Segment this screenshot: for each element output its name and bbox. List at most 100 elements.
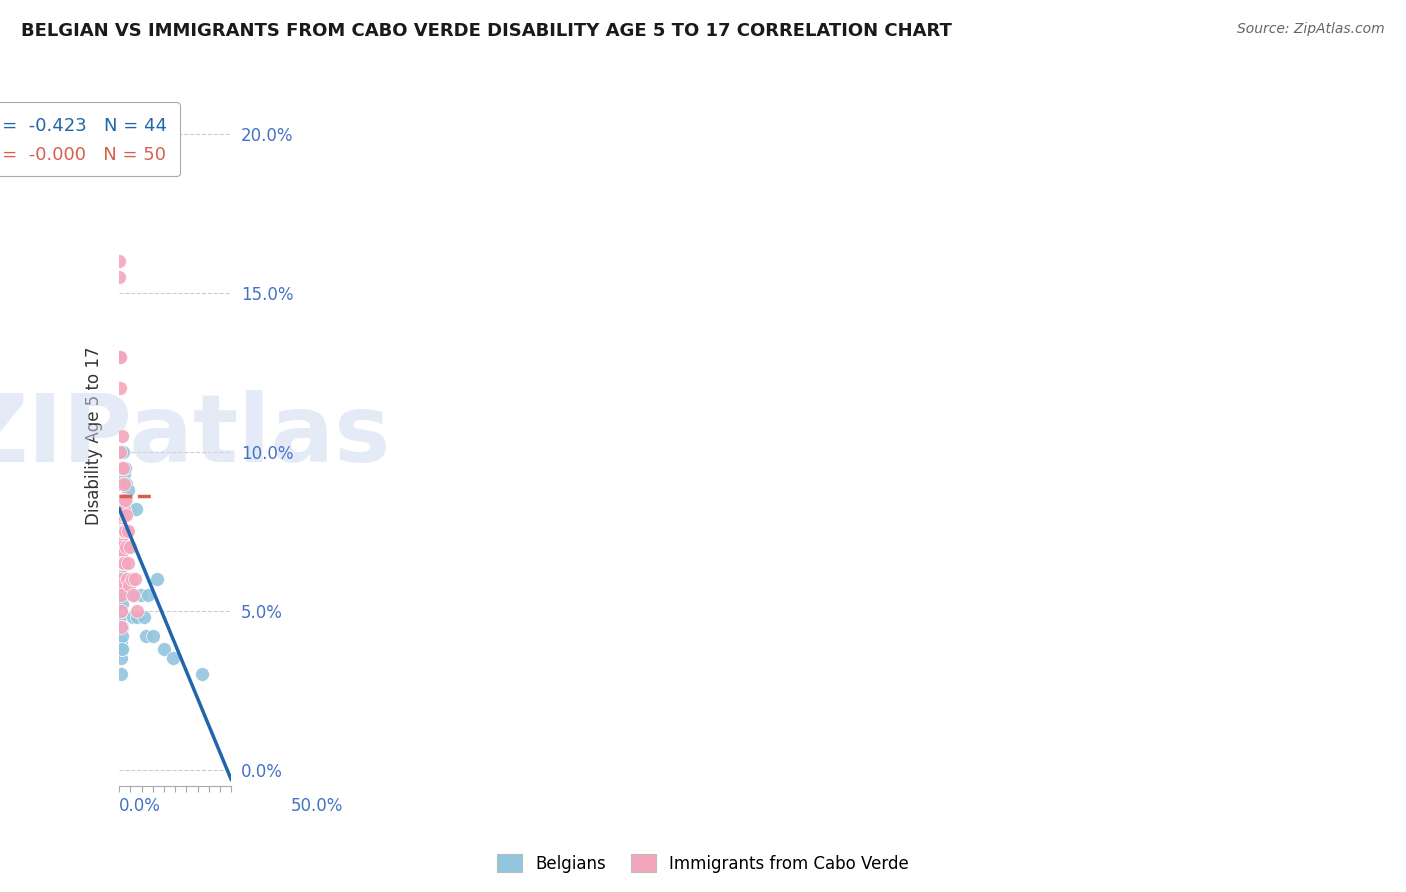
Text: BELGIAN VS IMMIGRANTS FROM CABO VERDE DISABILITY AGE 5 TO 17 CORRELATION CHART: BELGIAN VS IMMIGRANTS FROM CABO VERDE DI… bbox=[21, 22, 952, 40]
Point bbox=[108, 270, 131, 285]
Point bbox=[112, 502, 135, 516]
Point bbox=[120, 540, 142, 554]
Point bbox=[135, 629, 157, 643]
Point bbox=[112, 556, 135, 570]
Point bbox=[108, 381, 131, 395]
Point bbox=[115, 476, 138, 491]
Point bbox=[111, 572, 134, 586]
Point bbox=[162, 651, 184, 665]
Point bbox=[110, 635, 132, 649]
Point bbox=[112, 476, 135, 491]
Point bbox=[111, 508, 134, 523]
Point bbox=[146, 572, 169, 586]
Point bbox=[114, 524, 136, 539]
Point bbox=[108, 547, 131, 561]
Point bbox=[111, 629, 134, 643]
Point bbox=[108, 460, 131, 475]
Point bbox=[108, 350, 131, 364]
Point bbox=[118, 572, 141, 586]
Point bbox=[124, 572, 146, 586]
Point bbox=[121, 572, 143, 586]
Point bbox=[111, 641, 134, 656]
Point bbox=[108, 492, 131, 507]
Legend: Belgians, Immigrants from Cabo Verde: Belgians, Immigrants from Cabo Verde bbox=[491, 847, 915, 880]
Point bbox=[108, 524, 131, 539]
Point bbox=[110, 620, 132, 634]
Point bbox=[110, 547, 132, 561]
Point bbox=[110, 604, 132, 618]
Point bbox=[111, 524, 134, 539]
Point bbox=[112, 524, 135, 539]
Point bbox=[114, 460, 136, 475]
Point bbox=[122, 149, 145, 163]
Point bbox=[110, 540, 132, 554]
Point bbox=[111, 492, 134, 507]
Point bbox=[111, 641, 134, 656]
Point bbox=[153, 641, 176, 656]
Point bbox=[108, 572, 131, 586]
Point bbox=[118, 578, 141, 592]
Point bbox=[138, 588, 160, 602]
Point bbox=[127, 604, 149, 618]
Point bbox=[111, 492, 134, 507]
Point bbox=[110, 515, 132, 529]
Point bbox=[108, 350, 131, 364]
Point bbox=[110, 524, 132, 539]
Point bbox=[114, 492, 136, 507]
Text: 50.0%: 50.0% bbox=[291, 797, 343, 814]
Point bbox=[108, 562, 131, 576]
Point bbox=[110, 556, 132, 570]
Point bbox=[111, 460, 134, 475]
Point bbox=[110, 620, 132, 634]
Point bbox=[115, 508, 138, 523]
Point bbox=[108, 445, 131, 459]
Point bbox=[110, 667, 132, 681]
Point bbox=[111, 598, 134, 612]
Point bbox=[132, 610, 155, 624]
Point bbox=[110, 578, 132, 592]
Point bbox=[112, 556, 135, 570]
Text: Source: ZipAtlas.com: Source: ZipAtlas.com bbox=[1237, 22, 1385, 37]
Point bbox=[117, 524, 139, 539]
Text: ZIPatlas: ZIPatlas bbox=[0, 390, 391, 482]
Text: 0.0%: 0.0% bbox=[120, 797, 162, 814]
Point bbox=[110, 651, 132, 665]
Point bbox=[191, 667, 214, 681]
Point bbox=[117, 483, 139, 497]
Point bbox=[121, 588, 143, 602]
Point bbox=[110, 588, 132, 602]
Point bbox=[121, 588, 143, 602]
Point bbox=[110, 572, 132, 586]
Point bbox=[110, 531, 132, 545]
Point bbox=[125, 502, 148, 516]
Point bbox=[112, 524, 135, 539]
Point bbox=[111, 556, 134, 570]
Point bbox=[115, 524, 138, 539]
Point bbox=[110, 556, 132, 570]
Point bbox=[115, 572, 138, 586]
Point bbox=[110, 540, 132, 554]
Legend: R =  -0.423   N = 44, R =  -0.000   N = 50: R = -0.423 N = 44, R = -0.000 N = 50 bbox=[0, 103, 180, 177]
Point bbox=[127, 610, 149, 624]
Point bbox=[112, 467, 135, 482]
Point bbox=[108, 508, 131, 523]
Point bbox=[110, 610, 132, 624]
Point bbox=[110, 429, 132, 443]
Y-axis label: Disability Age 5 to 17: Disability Age 5 to 17 bbox=[86, 347, 103, 525]
Point bbox=[110, 578, 132, 592]
Point bbox=[108, 502, 131, 516]
Point bbox=[112, 445, 135, 459]
Point bbox=[121, 610, 143, 624]
Point bbox=[142, 629, 165, 643]
Point bbox=[117, 556, 139, 570]
Point bbox=[108, 476, 131, 491]
Point bbox=[110, 531, 132, 545]
Point bbox=[115, 540, 138, 554]
Point bbox=[110, 460, 132, 475]
Point bbox=[111, 556, 134, 570]
Point bbox=[110, 604, 132, 618]
Point bbox=[112, 508, 135, 523]
Point bbox=[129, 588, 152, 602]
Point bbox=[114, 492, 136, 507]
Point bbox=[110, 620, 132, 634]
